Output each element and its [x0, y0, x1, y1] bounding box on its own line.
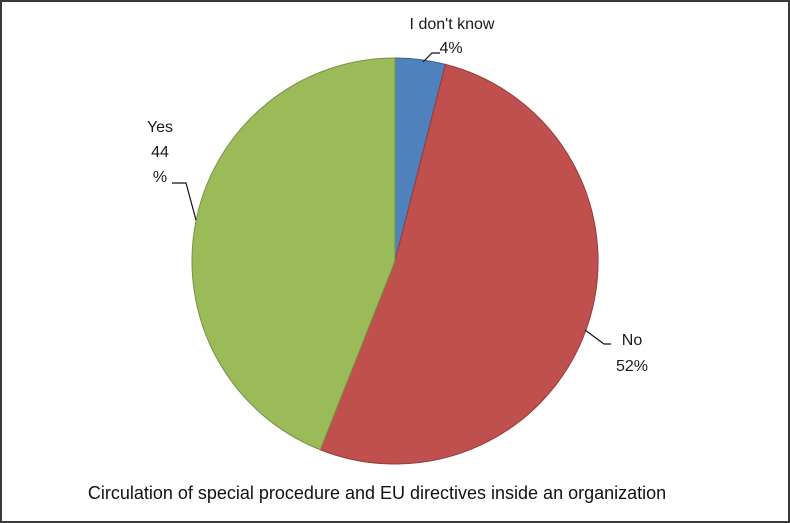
slice-label-idk: I don't know	[410, 16, 495, 33]
leader-line-no	[584, 329, 611, 345]
pie-slice-no	[319, 63, 599, 465]
pie-slices	[191, 57, 599, 465]
slice-value-idk: 4%	[439, 40, 462, 57]
slice-value-no: 52%	[616, 358, 648, 375]
chart-title: Circulation of special procedure and EU …	[88, 483, 666, 503]
slice-label-no: No	[622, 332, 643, 349]
slice-label-yes: Yes	[147, 119, 173, 136]
leader-line-idk	[422, 52, 440, 63]
pie-slice-yes	[191, 57, 396, 451]
slice-value-yes-unit: %	[153, 169, 167, 186]
leader-line-yes	[172, 182, 197, 221]
slice-value-yes: 44	[151, 144, 169, 161]
